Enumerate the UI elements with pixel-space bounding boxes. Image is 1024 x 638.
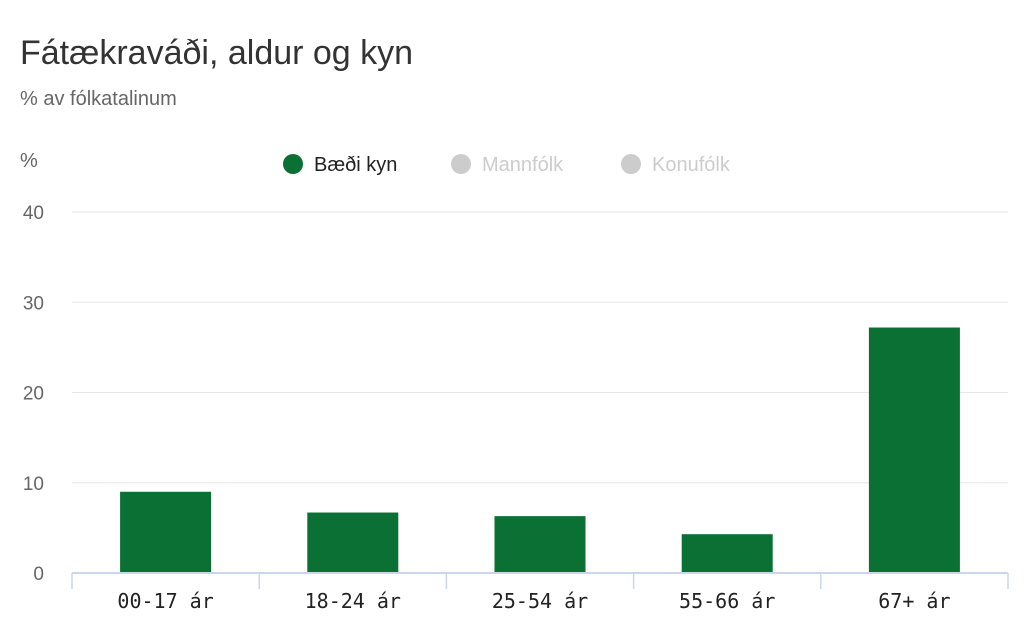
x-tick-label: 25-54 ár [492,589,588,613]
bar[interactable] [494,516,586,573]
y-tick-label: 40 [23,203,44,224]
y-tick-label: 20 [23,384,44,405]
legend-marker [283,154,303,174]
legend-marker [621,154,641,174]
chart-title: Fátækraváði, aldur og kyn [20,34,414,72]
legend-label: Mannfólk [482,154,564,176]
legend-item-1[interactable]: Bæði kyn [283,154,397,176]
y-axis-label: % [20,150,38,172]
bar[interactable] [307,512,399,573]
y-tick-label: 10 [23,474,44,495]
legend-label: Bæði kyn [314,154,397,176]
bar[interactable] [120,491,212,573]
y-tick-label: 0 [33,564,44,585]
legend-label: Konufólk [652,154,731,176]
x-axis: 00-17 ár 18-24 ár 25-54 ár 55-66 ár 67+ ár [71,572,1009,613]
legend: Bæði kyn Mannfólk Konufólk [283,154,731,176]
chart-subtitle: % av fólkatalinum [20,88,177,110]
y-axis-ticks: 0 10 20 30 40 [23,203,44,585]
legend-item-3[interactable]: Konufólk [621,154,731,176]
x-tick-label: 55-66 ár [679,589,775,613]
bar[interactable] [868,327,960,573]
x-tick-label: 67+ ár [878,589,950,613]
y-tick-label: 30 [23,293,44,314]
legend-item-2[interactable]: Mannfólk [451,154,564,176]
gridlines [72,211,1008,484]
bars [120,327,960,573]
x-tick-label: 18-24 ár [305,589,401,613]
legend-marker [451,154,471,174]
bar[interactable] [681,534,773,573]
x-tick-label: 00-17 ár [117,589,213,613]
